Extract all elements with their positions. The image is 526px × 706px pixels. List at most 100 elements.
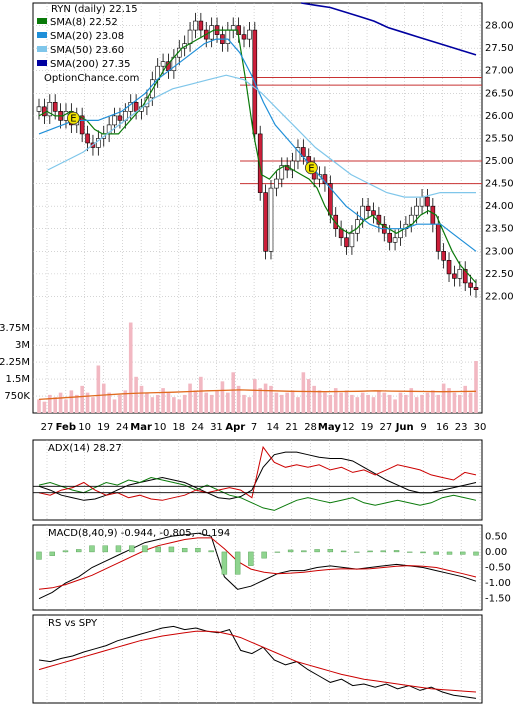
volume-bar: [409, 388, 414, 413]
ma-line-sma200: [301, 2, 477, 56]
volume-bar: [263, 383, 268, 413]
volume-bar: [172, 397, 176, 413]
macd-histogram-bar: [380, 550, 387, 553]
volume-bar: [420, 394, 424, 413]
candle-body: [446, 260, 452, 275]
macd-histogram-bar: [49, 551, 55, 556]
candle-body: [96, 138, 101, 148]
x-tick-label: May: [318, 422, 341, 433]
macd-histogram-bar: [168, 546, 175, 553]
candle-body: [462, 269, 468, 284]
volume-bar: [204, 392, 209, 413]
volume-bar: [47, 394, 52, 413]
macd-histogram-bar: [287, 549, 294, 553]
macd-histogram-bar: [446, 551, 453, 555]
candle-body: [365, 205, 371, 211]
volume-bar: [425, 392, 430, 413]
indicator-lines: [33, 445, 482, 699]
adx-line: [38, 445, 477, 501]
macd-histogram-bar: [62, 550, 69, 553]
candle-body: [457, 269, 463, 279]
candle-body: [268, 187, 274, 252]
candle-body: [349, 232, 355, 248]
volume-bar: [242, 394, 246, 413]
price-ytick-label: 22.50: [485, 269, 514, 280]
price-ytick-label: 24.50: [485, 179, 514, 190]
macd-histogram-bar: [354, 551, 360, 553]
macd-histogram-bar: [155, 546, 161, 553]
volume-bar: [323, 392, 327, 413]
x-tick-label: 12: [342, 422, 355, 433]
macd-histogram-bar: [248, 551, 254, 566]
candle-body: [247, 29, 252, 40]
volume-bar: [161, 388, 165, 413]
axis-labels: 28.00 27.50 27.00 26.50 26.00 25.50 25.00 24.50…: [0, 21, 514, 605]
rs-title: RS vs SPY: [48, 618, 98, 629]
volume-ytick-label: 2.25M: [0, 357, 30, 368]
candle-body: [360, 205, 366, 221]
volume-bar: [436, 394, 441, 413]
candle-body: [317, 174, 322, 180]
volume-bar: [226, 392, 230, 413]
volume-bar: [452, 392, 457, 413]
volume-bar: [139, 385, 144, 413]
candle-body: [257, 133, 263, 193]
price-ytick-label: 24.00: [485, 201, 514, 212]
candle-body: [263, 192, 268, 252]
candle-body: [241, 34, 247, 40]
volume-bar: [328, 394, 333, 413]
volume-bar: [258, 388, 262, 413]
volume-bar: [209, 394, 214, 413]
x-tick-label: 16: [436, 422, 449, 433]
x-tick-label: 7: [251, 422, 257, 433]
volume-bar: [301, 372, 306, 413]
macd-ytick-label: -1.00: [485, 578, 511, 589]
volume-bar: [296, 397, 300, 413]
macd-histogram-bar: [102, 545, 108, 553]
legend-swatch-sma200: [37, 60, 47, 66]
volume-bar: [58, 392, 63, 413]
volume-bar: [134, 376, 138, 413]
macd-histogram-bar: [76, 549, 82, 553]
volume-bar: [431, 390, 435, 413]
x-tick-label: 10: [154, 422, 167, 433]
adx-panel: [32, 439, 483, 521]
legend-sma50: SMA(50) 23.60: [50, 45, 124, 56]
volume-bar: [123, 390, 128, 413]
volume-bar: [279, 394, 284, 413]
volume-bar: [166, 392, 171, 413]
volume-bar: [215, 390, 219, 413]
macd-histogram-bar: [128, 545, 135, 553]
event-marker-label: E: [308, 163, 314, 174]
volume-bar: [128, 322, 133, 413]
x-tick-label: 21: [285, 422, 298, 433]
candle-body: [452, 273, 457, 279]
legend-swatch-sma50: [37, 46, 47, 52]
x-tick-label: 9: [420, 422, 426, 433]
price-ytick-label: 23.00: [485, 246, 514, 257]
volume-bar: [285, 392, 289, 413]
legend: RYN (daily) 22.15 SMA(8) 22.52 SMA(20) 2…: [37, 4, 139, 84]
volume-bar: [199, 376, 203, 413]
candle-body: [430, 205, 436, 225]
volume-bar: [366, 394, 370, 413]
grid-lines: [33, 3, 482, 703]
rs-line: [38, 625, 477, 699]
volume-bar: [236, 385, 241, 413]
volume-bar: [360, 392, 365, 413]
macd-histogram-bar: [181, 547, 188, 553]
x-tick-label: 10: [78, 422, 91, 433]
volume-bar: [220, 381, 225, 413]
macd-histogram-bar: [115, 545, 122, 553]
candle-body: [414, 205, 419, 216]
volume-bar: [371, 397, 376, 413]
volume-bar: [177, 399, 182, 413]
macd-histogram-bar: [460, 551, 466, 555]
candle-body: [392, 237, 398, 243]
moving-averages: [38, 2, 477, 284]
macd-histogram-bar: [261, 551, 267, 559]
candle-body: [193, 20, 198, 31]
candle-body: [295, 147, 301, 162]
legend-sma20: SMA(20) 23.08: [50, 31, 124, 42]
